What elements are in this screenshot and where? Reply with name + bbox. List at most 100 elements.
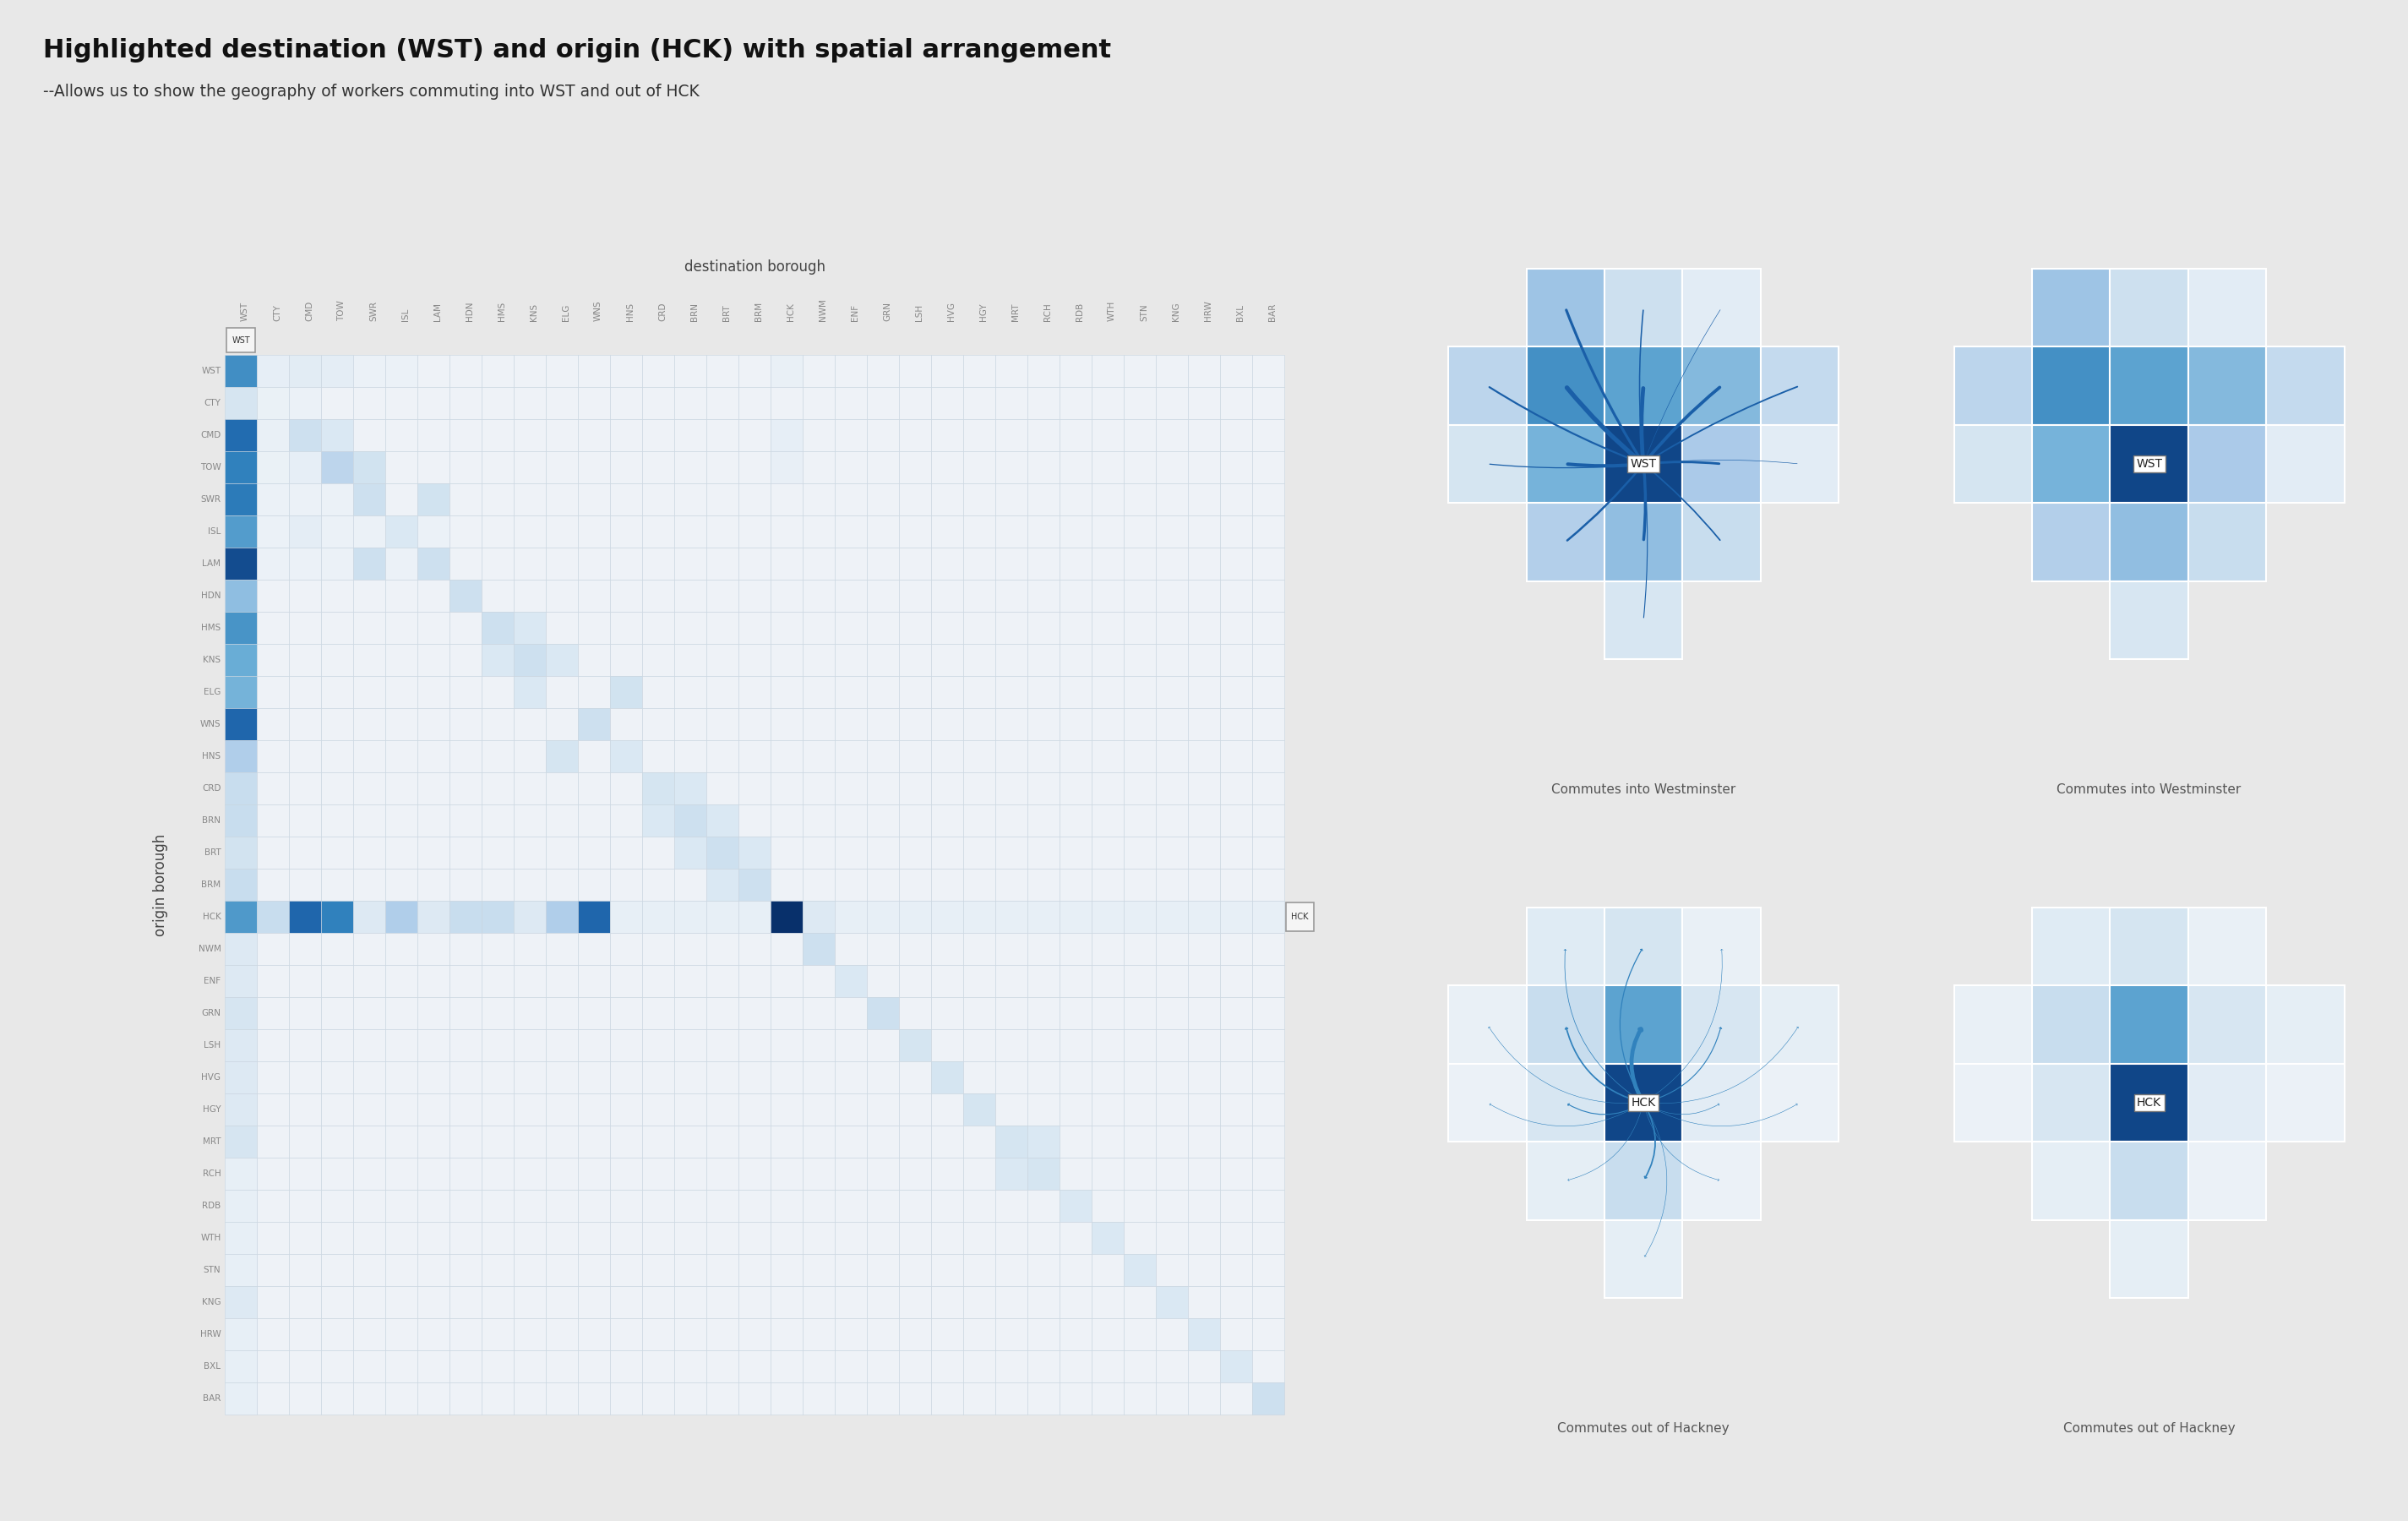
Bar: [450, 580, 482, 611]
Text: WTH: WTH: [1108, 301, 1117, 321]
Bar: [320, 868, 354, 900]
Bar: [1028, 1157, 1060, 1189]
Bar: [482, 1157, 513, 1189]
Bar: [836, 868, 867, 900]
Bar: [417, 516, 450, 548]
Bar: [513, 548, 547, 580]
Bar: [354, 1126, 385, 1157]
Text: TOW: TOW: [200, 462, 222, 472]
Bar: [1187, 805, 1221, 837]
Bar: [1683, 1063, 1760, 1142]
Bar: [417, 580, 450, 611]
Bar: [674, 1157, 706, 1189]
Bar: [995, 900, 1028, 932]
Bar: [320, 580, 354, 611]
Bar: [320, 548, 354, 580]
Bar: [258, 1030, 289, 1062]
Bar: [1125, 837, 1156, 868]
Bar: [739, 1094, 771, 1126]
Bar: [609, 964, 643, 998]
Bar: [1028, 452, 1060, 484]
Bar: [1125, 932, 1156, 964]
Bar: [802, 580, 836, 611]
Bar: [706, 1094, 739, 1126]
Bar: [1604, 1142, 1683, 1220]
Bar: [1125, 1094, 1156, 1126]
Bar: [867, 675, 898, 709]
Bar: [450, 1221, 482, 1253]
Bar: [771, 386, 802, 420]
Bar: [1028, 932, 1060, 964]
Bar: [450, 1030, 482, 1062]
Bar: [1187, 900, 1221, 932]
Text: Highlighted destination (WST) and origin (HCK) with spatial arrangement: Highlighted destination (WST) and origin…: [43, 38, 1112, 62]
Bar: [963, 452, 995, 484]
Bar: [385, 675, 417, 709]
Text: HCK: HCK: [787, 303, 795, 321]
Bar: [771, 932, 802, 964]
Bar: [2189, 908, 2266, 986]
Bar: [1091, 420, 1125, 452]
Bar: [1221, 1062, 1252, 1094]
Bar: [354, 611, 385, 643]
Bar: [354, 900, 385, 932]
Bar: [482, 741, 513, 773]
Bar: [1060, 1287, 1091, 1319]
Bar: [289, 675, 320, 709]
Bar: [609, 1287, 643, 1319]
Bar: [513, 964, 547, 998]
Bar: [963, 1287, 995, 1319]
Bar: [674, 1383, 706, 1415]
Bar: [1060, 868, 1091, 900]
Bar: [932, 805, 963, 837]
Bar: [739, 484, 771, 516]
Bar: [739, 964, 771, 998]
Bar: [1447, 1063, 1527, 1142]
Bar: [1091, 868, 1125, 900]
Bar: [258, 386, 289, 420]
Bar: [609, 805, 643, 837]
Bar: [1060, 452, 1091, 484]
Bar: [320, 484, 354, 516]
Text: KNG: KNG: [202, 1297, 222, 1307]
Text: GRN: GRN: [884, 301, 891, 321]
Bar: [354, 386, 385, 420]
Bar: [867, 1351, 898, 1383]
Bar: [963, 900, 995, 932]
Bar: [417, 741, 450, 773]
Bar: [1187, 932, 1221, 964]
Bar: [1028, 1126, 1060, 1157]
Bar: [836, 837, 867, 868]
Bar: [1221, 868, 1252, 900]
Bar: [674, 868, 706, 900]
Bar: [674, 805, 706, 837]
Bar: [739, 998, 771, 1030]
Bar: [643, 354, 674, 386]
Bar: [289, 805, 320, 837]
Bar: [674, 773, 706, 805]
Bar: [354, 964, 385, 998]
Bar: [578, 611, 609, 643]
Bar: [258, 1094, 289, 1126]
Bar: [417, 1094, 450, 1126]
Bar: [547, 1221, 578, 1253]
Bar: [706, 516, 739, 548]
Bar: [1028, 900, 1060, 932]
Bar: [609, 386, 643, 420]
Bar: [898, 516, 932, 548]
Bar: [898, 452, 932, 484]
Bar: [385, 868, 417, 900]
Bar: [354, 1287, 385, 1319]
Text: KNG: KNG: [1173, 303, 1180, 321]
Bar: [320, 1126, 354, 1157]
Bar: [289, 580, 320, 611]
Bar: [1156, 900, 1187, 932]
Text: ENF: ENF: [205, 976, 222, 986]
Bar: [2109, 424, 2189, 503]
Bar: [1028, 1030, 1060, 1062]
Bar: [385, 964, 417, 998]
Bar: [547, 1157, 578, 1189]
Bar: [932, 386, 963, 420]
Bar: [1091, 1157, 1125, 1189]
Bar: [771, 1253, 802, 1287]
